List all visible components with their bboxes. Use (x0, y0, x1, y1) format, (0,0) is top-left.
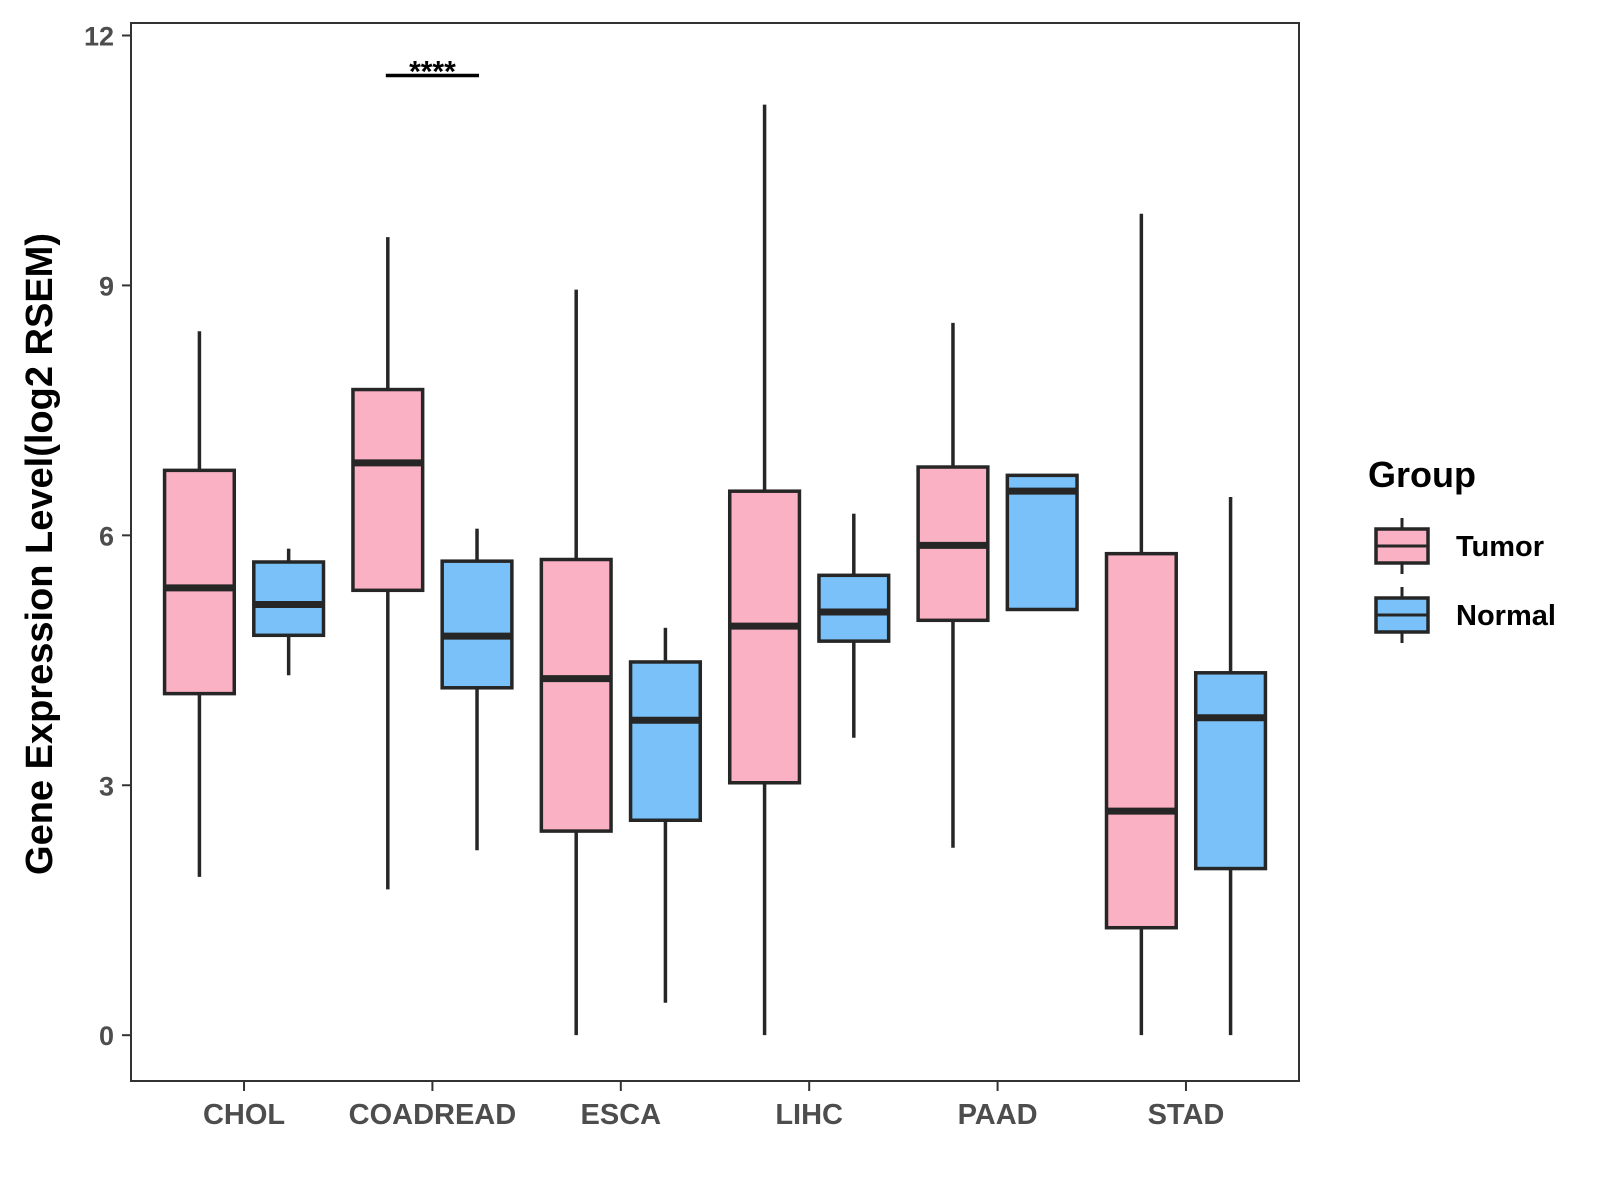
x-axis: CHOL COADREAD ESCA LIHC PAAD STAD (203, 1081, 1224, 1131)
box-normal-coadread (440, 528, 514, 851)
legend-key-tumor (1374, 518, 1430, 574)
y-axis: 0 3 6 9 12 (84, 21, 131, 1051)
box-body (539, 557, 613, 833)
box-tumor-chol (162, 331, 237, 877)
box-normal-stad (1193, 497, 1268, 1036)
x-tick-label: COADREAD (349, 1099, 517, 1131)
legend: Group Tumor Normal (1368, 454, 1556, 643)
y-tick-label: 9 (99, 271, 114, 301)
y-tick-label: 6 (99, 521, 114, 551)
box-body (727, 489, 802, 785)
box-normal-esca (628, 627, 703, 1003)
legend-label-normal: Normal (1456, 600, 1556, 632)
y-axis-label: Gene Expression Level(log2 RSEM) (19, 233, 61, 875)
box-normal-paad (1005, 473, 1079, 612)
x-tick-label: PAAD (958, 1099, 1038, 1131)
box-body (252, 560, 326, 638)
x-tick-label: ESCA (581, 1099, 662, 1131)
box-tumor-stad (1104, 213, 1178, 1036)
box-body (1005, 473, 1079, 612)
plot-panel (130, 22, 1300, 1082)
box-groups (162, 104, 1268, 1036)
box-normal-lihc (817, 513, 891, 738)
legend-title: Group (1368, 454, 1476, 495)
box-body (1193, 671, 1268, 871)
y-tick-label: 12 (84, 21, 114, 51)
box-body (628, 660, 703, 822)
box-body (162, 468, 237, 696)
significance-annotations: **** (385, 55, 480, 88)
box-body (440, 559, 514, 690)
box-normal-chol (252, 548, 326, 676)
box-body (1104, 551, 1178, 930)
box-tumor-paad (916, 322, 990, 848)
box-body (817, 573, 891, 643)
box-tumor-esca (539, 289, 613, 1036)
x-tick-label: STAD (1148, 1099, 1225, 1131)
x-tick-label: LIHC (775, 1099, 843, 1131)
legend-key-normal (1374, 587, 1430, 643)
legend-label-tumor: Tumor (1456, 531, 1544, 563)
box-tumor-lihc (727, 104, 802, 1036)
x-tick-label: CHOL (203, 1099, 285, 1131)
box-body (351, 387, 425, 593)
box-tumor-coadread (351, 237, 425, 890)
significance-label: **** (409, 55, 456, 88)
y-tick-label: 0 (99, 1021, 114, 1051)
y-tick-label: 3 (99, 771, 114, 801)
